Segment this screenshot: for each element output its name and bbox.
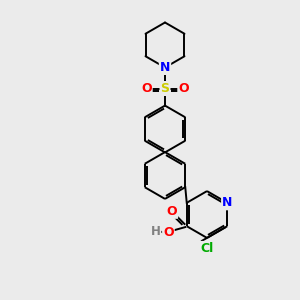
Text: O: O [167,205,177,218]
Text: O: O [141,82,152,95]
Text: S: S [160,82,169,95]
Text: N: N [222,196,232,209]
Text: O: O [163,226,174,239]
Text: H: H [151,225,160,238]
Text: Cl: Cl [200,242,214,255]
Text: O: O [178,82,189,95]
Text: N: N [160,61,170,74]
